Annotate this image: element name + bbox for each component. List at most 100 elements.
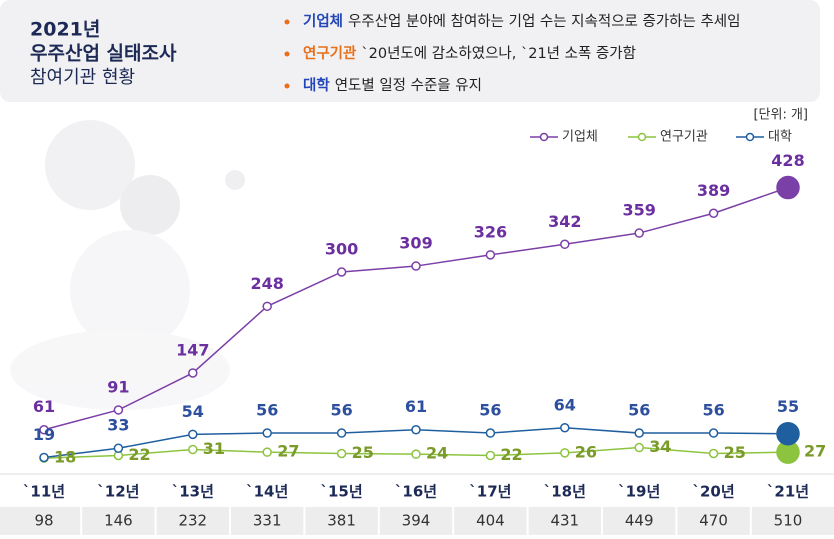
data-label: 25 xyxy=(724,443,746,462)
data-label: 326 xyxy=(474,222,507,241)
point xyxy=(485,450,496,461)
total-value: 98 xyxy=(34,512,53,530)
data-label: 300 xyxy=(325,240,358,259)
x-tick-label: `17년 xyxy=(469,483,511,501)
data-label: 56 xyxy=(256,401,278,420)
data-label: 61 xyxy=(405,397,427,416)
point xyxy=(411,449,421,459)
data-label: 34 xyxy=(649,437,671,456)
data-label: 248 xyxy=(250,274,283,293)
title: 우주산업 실태조사 xyxy=(30,43,177,65)
legend-label: 연구기관 xyxy=(660,130,708,145)
x-tick-label: `11년 xyxy=(23,483,65,501)
total-value: 431 xyxy=(550,512,579,530)
legend-label: 대학 xyxy=(768,130,792,145)
point xyxy=(776,175,800,200)
bullet-dot xyxy=(284,83,290,89)
x-tick-label: `21년 xyxy=(767,483,809,501)
subtitle: 참여기관 현황 xyxy=(30,67,135,88)
data-label: 428 xyxy=(771,151,804,170)
data-label: 18 xyxy=(54,448,76,467)
data-label: 56 xyxy=(479,401,501,420)
bullet: 연구기관 `20년도에 감소하였으나, `21년 소폭 증가함 xyxy=(303,45,636,62)
x-tick-label: `13년 xyxy=(172,483,214,501)
data-label: 91 xyxy=(107,377,129,396)
point xyxy=(708,448,719,459)
data-label: 19 xyxy=(33,425,55,444)
decoration xyxy=(10,120,245,410)
legend-marker xyxy=(745,132,755,142)
point xyxy=(708,208,719,219)
data-label: 54 xyxy=(182,402,204,421)
data-label: 27 xyxy=(277,442,299,461)
point xyxy=(336,428,347,438)
point xyxy=(411,424,421,435)
point xyxy=(485,250,496,260)
bullet: 기업체 우주산업 분야에 참여하는 기업 수는 지속적으로 증가하는 추세임 xyxy=(303,13,740,30)
data-label: 56 xyxy=(702,401,724,420)
total-value: 404 xyxy=(476,512,505,530)
point xyxy=(560,448,570,458)
point xyxy=(188,368,198,378)
data-label: 309 xyxy=(399,234,432,253)
point xyxy=(336,267,347,277)
point xyxy=(336,448,347,459)
total-value: 146 xyxy=(104,512,133,530)
x-tick-label: `14년 xyxy=(246,483,288,501)
point xyxy=(39,424,49,435)
bullet-key: 대학 xyxy=(303,77,330,94)
point xyxy=(708,428,719,438)
data-label: 24 xyxy=(426,444,448,463)
header-box xyxy=(0,0,820,102)
total-value: 470 xyxy=(699,512,728,530)
data-label: 31 xyxy=(203,439,225,458)
point xyxy=(776,421,800,446)
point xyxy=(560,423,570,433)
total-value: 394 xyxy=(402,512,431,530)
data-label: 22 xyxy=(128,445,150,464)
x-tick-label: `15년 xyxy=(321,483,363,501)
point xyxy=(39,452,49,463)
data-label: 342 xyxy=(548,212,581,231)
point xyxy=(634,228,644,238)
x-tick-label: `16년 xyxy=(395,483,437,501)
x-tick-label: `18년 xyxy=(544,483,586,501)
data-label: 147 xyxy=(176,340,209,359)
bullet-text: 연도별 일정 수준을 유지 xyxy=(335,77,482,94)
point xyxy=(411,261,421,271)
bullet: 대학 연도별 일정 수준을 유지 xyxy=(303,77,482,94)
data-label: 359 xyxy=(622,201,655,220)
point xyxy=(113,443,124,453)
point xyxy=(262,428,272,438)
point xyxy=(634,428,644,438)
data-label: 64 xyxy=(554,395,576,414)
data-label: 33 xyxy=(107,416,129,435)
unit-note: [단위: 개] xyxy=(753,108,808,123)
x-tick-label: `20년 xyxy=(693,483,735,501)
bullet-dot xyxy=(284,51,290,57)
data-label: 26 xyxy=(575,442,597,461)
data-label: 22 xyxy=(500,445,522,464)
data-label: 55 xyxy=(777,397,799,416)
point xyxy=(485,428,496,438)
data-label: 389 xyxy=(697,181,730,200)
point xyxy=(560,239,570,250)
data-label: 25 xyxy=(352,443,374,462)
point xyxy=(188,429,198,440)
data-label: 56 xyxy=(330,401,352,420)
bullet-text: 우주산업 분야에 참여하는 기업 수는 지속적으로 증가하는 추세임 xyxy=(348,13,740,30)
data-label: 56 xyxy=(628,401,650,420)
total-value: 331 xyxy=(253,512,282,530)
total-value: 232 xyxy=(178,512,207,530)
total-value: 449 xyxy=(625,512,654,530)
data-label: 27 xyxy=(804,442,826,461)
x-tick-label: `19년 xyxy=(618,483,660,501)
title: 2021년 xyxy=(30,19,100,41)
x-tick-label: `12년 xyxy=(97,483,139,501)
bullet-text: `20년도에 감소하였으나, `21년 소폭 증가함 xyxy=(361,45,636,62)
legend-marker xyxy=(539,132,549,142)
point xyxy=(113,405,124,415)
total-value: 381 xyxy=(327,512,356,530)
legend-label: 기업체 xyxy=(562,130,598,145)
